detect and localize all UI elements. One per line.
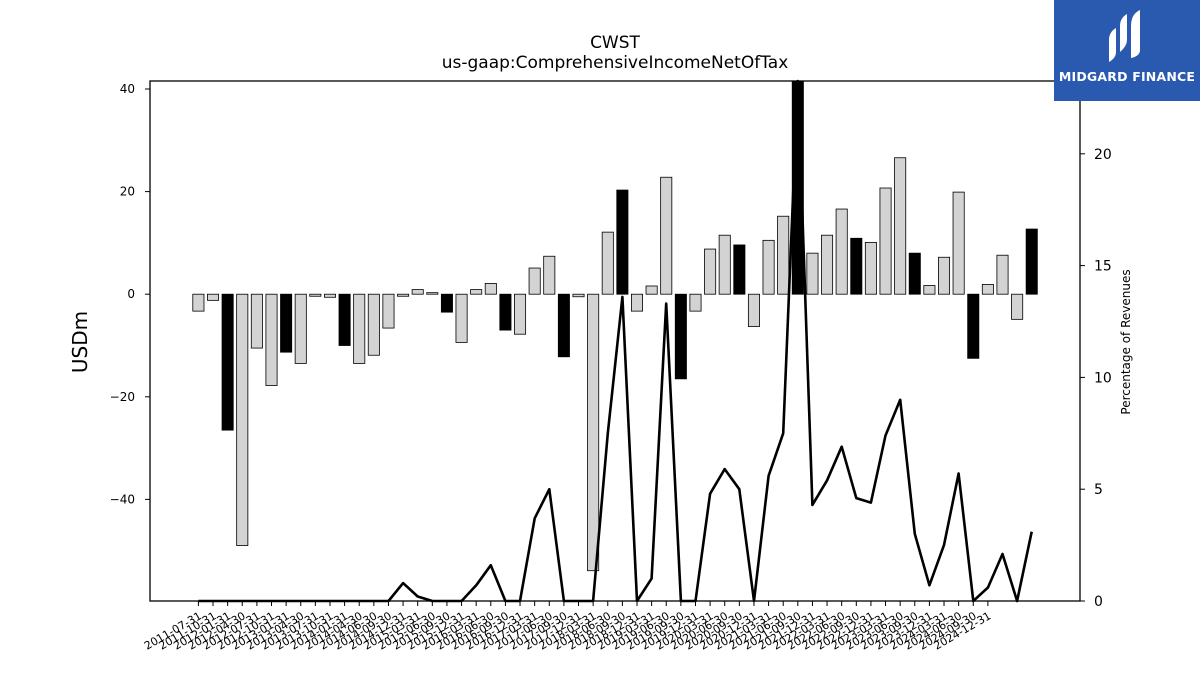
bar: [192, 293, 205, 312]
bar: [894, 157, 907, 295]
bar: [499, 293, 512, 331]
bar: [645, 285, 658, 295]
bar: [338, 293, 351, 346]
bar: [864, 241, 877, 295]
bar: [514, 293, 527, 335]
chart-subtitle: us-gaap:ComprehensiveIncomeNetOfTax: [441, 53, 789, 73]
bar: [557, 293, 570, 358]
bar: [221, 293, 234, 431]
line-group: [198, 79, 1033, 603]
bar: [528, 267, 541, 295]
bar: [616, 189, 629, 295]
bar: [236, 293, 249, 546]
bar: [587, 293, 600, 572]
bar: [265, 293, 278, 386]
bar: [1011, 293, 1024, 320]
y2-tick-label: 0: [1094, 594, 1103, 610]
plot-frame: [149, 80, 1081, 602]
bar: [938, 256, 951, 295]
bar: [484, 283, 497, 295]
bar: [323, 293, 336, 298]
bar: [382, 293, 395, 329]
bar: [411, 289, 424, 295]
y2-axis-label: Percentage of Revenues: [1119, 269, 1133, 415]
bar: [733, 244, 746, 295]
y-axis-label: USDm: [68, 310, 92, 374]
bar: [674, 293, 687, 380]
y-tick-label: 40: [120, 82, 135, 96]
midgard-logo-text: MIDGARD FINANCE: [1058, 69, 1196, 84]
bar: [879, 187, 892, 295]
y2-tick-label: 10: [1094, 370, 1112, 386]
bar: [353, 293, 366, 364]
y2-tick-label: 20: [1094, 147, 1112, 163]
bar: [923, 285, 936, 295]
bar: [1025, 228, 1038, 295]
pct-revenues-line: [198, 79, 1033, 603]
bar: [440, 293, 453, 313]
bar: [397, 293, 410, 297]
bar: [280, 293, 293, 353]
bar: [762, 239, 775, 295]
bar: [747, 293, 760, 327]
chart-title: CWST: [590, 33, 640, 53]
bar: [704, 248, 717, 295]
bar: [294, 293, 307, 364]
bar: [543, 255, 556, 295]
y-tick-label: 20: [120, 185, 135, 199]
bar: [455, 293, 468, 343]
bar: [250, 293, 263, 349]
y2-tick-label: 5: [1094, 482, 1103, 498]
y2-tick-label: 15: [1094, 259, 1112, 275]
bar: [367, 293, 380, 356]
axes-group: −40−2002040051015202011-07-312011-10-312…: [110, 82, 1112, 653]
bar: [908, 252, 921, 295]
bar: [689, 293, 702, 312]
bar: [572, 293, 585, 298]
bar: [806, 252, 819, 295]
bar: [309, 293, 322, 297]
bar: [850, 237, 863, 295]
bar: [821, 234, 834, 295]
bar: [981, 284, 994, 295]
midgard-logo: MIDGARD FINANCE: [1054, 0, 1200, 101]
bar: [835, 208, 848, 295]
bar: [207, 293, 220, 301]
bar: [601, 231, 614, 295]
bar: [777, 215, 790, 295]
bar: [426, 292, 439, 295]
bar: [967, 293, 980, 359]
bar-group: [192, 80, 1038, 572]
bar: [952, 191, 965, 295]
midgard-logo-icon: [1109, 10, 1140, 62]
bar: [660, 176, 673, 295]
bar: [470, 289, 483, 295]
y-tick-label: −20: [110, 390, 135, 404]
y-tick-label: −40: [110, 492, 135, 506]
y-tick-label: 0: [127, 287, 135, 301]
bar: [631, 293, 644, 312]
bar: [718, 234, 731, 295]
bar: [996, 254, 1009, 295]
